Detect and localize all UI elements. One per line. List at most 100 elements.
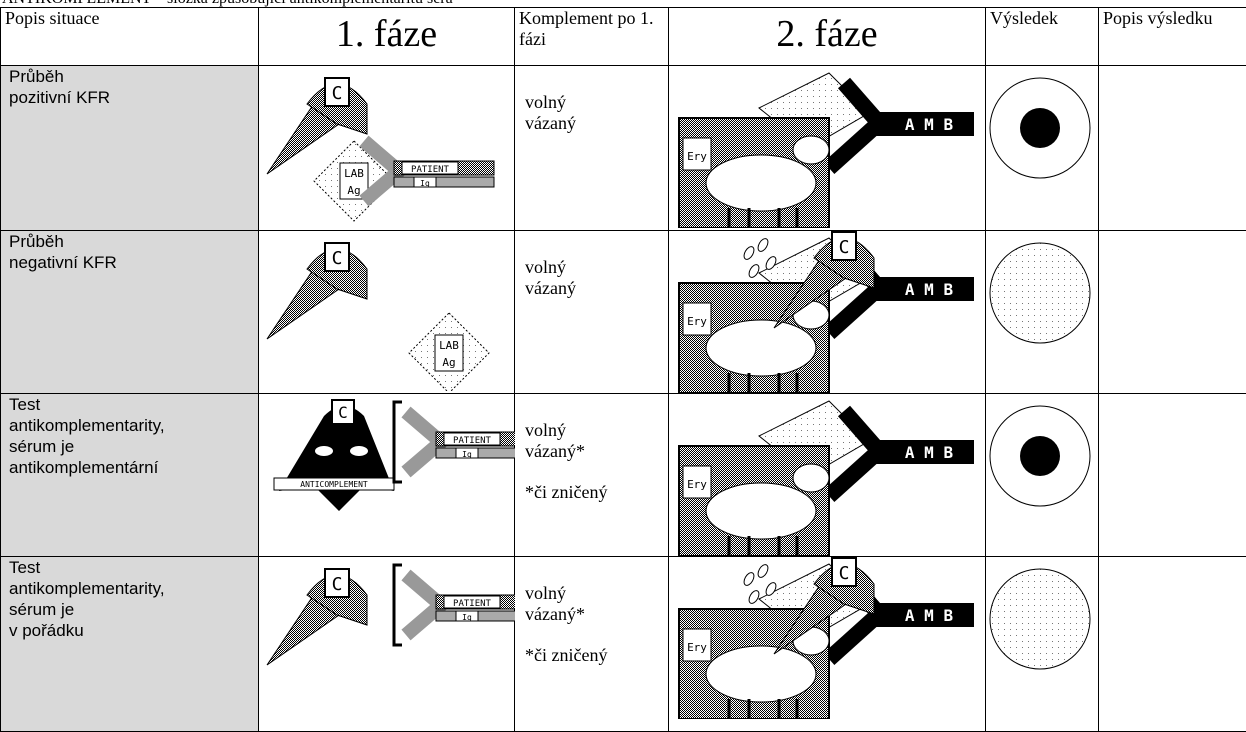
complement-state: volný [525,92,664,113]
bracket [394,402,402,482]
sheep-body [706,646,816,702]
column-header: 1. fáze [259,8,515,66]
result-cell [986,231,1099,394]
complement-label: C [839,563,850,584]
ig-label: Ig [462,613,472,622]
lysis-drop [747,263,761,279]
ig-label: Ig [420,179,430,188]
patient-label: PATIENT [453,436,492,446]
description-line: Test [9,557,254,578]
lab-label: LAB [344,167,364,180]
ery-label: Ery [687,641,707,654]
lysis-drop [747,589,761,605]
result-description-cell [1099,231,1246,394]
patient-label: PATIENT [453,599,492,609]
complement-label: C [332,574,343,595]
result-cell [986,394,1099,557]
phase2-illustration: A M B Ery [669,66,986,228]
footnote: *či zničený [525,482,664,503]
lysis-drop [742,245,756,261]
result-description-cell [1099,557,1246,732]
result-description-cell [1099,394,1246,557]
complement-state: volný [525,583,664,604]
description-line: antikomplementarity, [9,415,254,436]
phase1-illustration: C LAB Ag [259,231,515,391]
ery-label: Ery [687,150,707,163]
column-header: 2. fáze [669,8,986,66]
result-dot [1020,436,1060,476]
phase1-cell: C ANTICOMPLEMENT PATIENT Ig [259,394,515,557]
result-circle [990,243,1090,343]
description-line: antikomplementarity, [9,578,254,599]
antigen-label: Ag [347,184,360,197]
lab-label: LAB [439,339,459,352]
description-line: Průběh [9,231,254,252]
complement-state: vázaný [525,278,664,299]
result-dot [1020,108,1060,148]
amb-label: A M B [905,443,954,462]
description-line: Test [9,394,254,415]
result-illustration [986,557,1098,682]
sheep-head [793,136,829,164]
anticomplement-label: ANTICOMPLEMENT [300,480,368,489]
phase2-illustration: A M B Ery C [669,231,986,393]
complement-label: C [332,83,343,104]
footnote: *či zničený [525,645,664,666]
result-description-cell [1099,66,1246,231]
complement-state: volný [525,257,664,278]
ery-label: Ery [687,315,707,328]
eye [350,446,368,456]
result-circle [990,569,1090,669]
complement-state: vázaný* [525,441,664,462]
antigen-label: Ag [442,356,455,369]
column-header: Výsledek [986,8,1099,66]
amb-label: A M B [905,115,954,134]
sheep-body [706,155,816,211]
phase2-cell: A M B Ery [669,66,986,231]
complement-state: vázaný [525,113,664,134]
bracket [394,565,402,645]
phase1-cell: C PATIENT Ig [259,557,515,732]
description-line: antikomplementární [9,457,254,478]
complement-label: C [332,248,343,269]
complement-label: C [839,237,850,258]
description-line: negativní KFR [9,252,254,273]
amb-label: A M B [905,280,954,299]
lysis-drop [756,563,770,579]
sheep-body [706,483,816,539]
phase1-cell: C LAB Ag [259,231,515,394]
ig-label: Ig [462,450,472,459]
column-header: Komplement po 1. fázi [515,8,669,66]
result-illustration [986,66,1098,191]
phase1-illustration: C PATIENT Ig [259,557,515,717]
result-illustration [986,394,1098,519]
description-line: sérum je [9,436,254,457]
column-header: Popis situace [1,8,259,66]
sheep-head [793,464,829,492]
complement-label: C [338,403,348,422]
result-illustration [986,231,1098,356]
lysis-drop [756,237,770,253]
